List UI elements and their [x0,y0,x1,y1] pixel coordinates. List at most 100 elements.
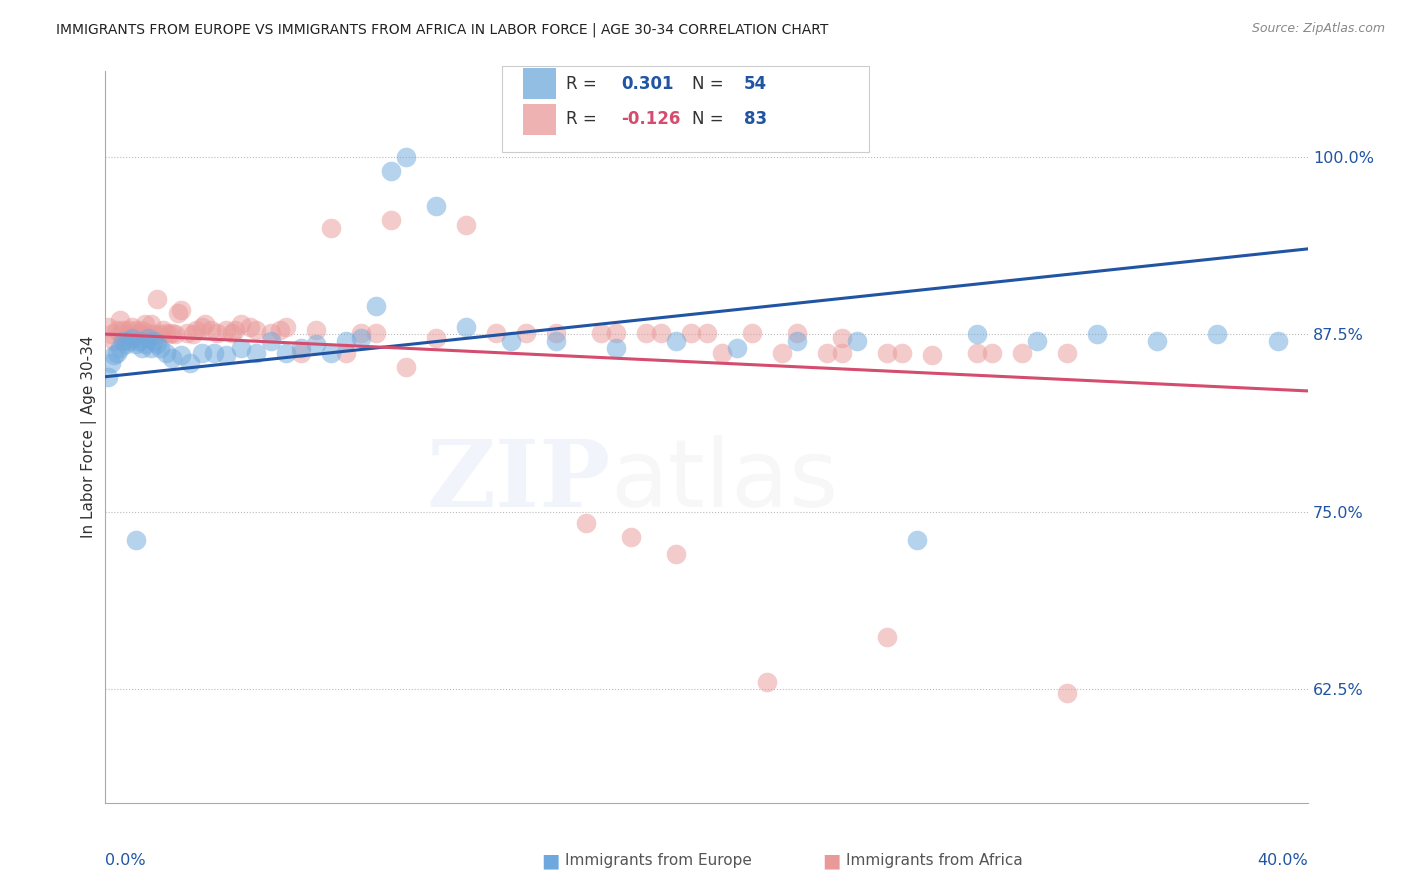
Point [224,323,246,337]
Point [981,345,1004,359]
Point [1011,345,1033,359]
Point [1085,327,1108,342]
Text: ■: ■ [823,851,841,871]
Point [139,341,162,355]
Point [112,323,135,337]
Point [142,334,165,349]
Point [190,320,212,334]
Point [515,326,537,340]
Point [128,326,150,340]
Point [190,345,212,359]
Point [290,341,312,355]
Point [546,326,568,340]
Point [205,326,228,340]
Text: R =: R = [565,111,602,128]
Text: 83: 83 [744,111,766,128]
Point [229,341,252,355]
FancyBboxPatch shape [523,69,557,99]
Point [200,323,222,337]
Point [380,163,402,178]
Point [134,337,156,351]
Point [107,323,129,337]
Point [128,334,150,349]
Point [163,327,186,342]
Point [665,547,688,561]
Point [831,345,853,359]
Point [221,326,243,340]
Point [1056,686,1078,700]
Text: Immigrants from Europe: Immigrants from Europe [565,854,752,868]
Point [136,326,159,340]
Point [245,345,267,359]
Point [97,369,120,384]
Point [501,334,523,349]
Point [176,326,198,340]
FancyBboxPatch shape [502,65,869,152]
Point [202,345,225,359]
Point [181,327,204,342]
Point [319,345,342,359]
Point [636,326,658,340]
Text: IMMIGRANTS FROM EUROPE VS IMMIGRANTS FROM AFRICA IN LABOR FORCE | AGE 30-34 CORR: IMMIGRANTS FROM EUROPE VS IMMIGRANTS FRO… [56,22,828,37]
Point [395,150,418,164]
Point [260,326,283,340]
Point [605,326,627,340]
Point [124,533,146,547]
Point [160,326,183,340]
Point [134,317,156,331]
Point [169,302,191,317]
Point [890,345,912,359]
Point [454,320,477,334]
Point [395,359,418,374]
Point [425,331,447,345]
Point [1056,345,1078,359]
Point [786,326,808,340]
Point [741,326,763,340]
Point [876,345,898,359]
Point [350,331,373,345]
Point [157,327,180,342]
Point [148,327,170,342]
Point [335,334,357,349]
Text: N =: N = [692,111,728,128]
Point [121,320,143,334]
Text: R =: R = [565,75,602,93]
Point [454,218,477,232]
Point [380,213,402,227]
Point [605,341,627,355]
Point [148,341,170,355]
Point [110,327,132,342]
Point [124,337,146,351]
Text: 54: 54 [744,75,766,93]
Point [274,345,297,359]
Point [115,337,138,351]
Point [665,334,688,349]
Point [145,337,167,351]
Text: 40.0%: 40.0% [1257,854,1308,868]
Point [260,334,283,349]
Point [1206,327,1229,342]
Point [485,326,508,340]
Point [364,299,387,313]
Point [245,323,267,337]
Point [725,341,748,355]
Point [335,345,357,359]
Point [815,345,838,359]
Text: Immigrants from Africa: Immigrants from Africa [846,854,1024,868]
Point [139,317,162,331]
Point [100,355,122,369]
Point [112,334,135,349]
Point [103,348,125,362]
Point [921,348,943,362]
Text: atlas: atlas [610,435,838,527]
Point [110,313,132,327]
Point [97,320,120,334]
Point [710,345,733,359]
Point [118,323,141,337]
Point [755,675,778,690]
Point [319,220,342,235]
Point [118,327,141,342]
Point [100,327,122,342]
Point [179,355,201,369]
Point [575,516,598,530]
